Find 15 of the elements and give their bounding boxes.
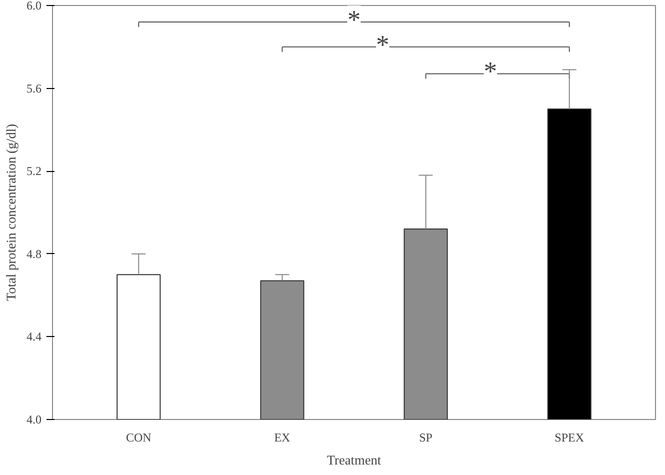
y-tick-label: 4.4 <box>26 330 42 344</box>
annotation: * <box>484 56 498 86</box>
x-tick-label: CON <box>126 430 152 444</box>
x-tick-label: EX <box>274 430 291 444</box>
y-tick-label: 4.0 <box>26 412 42 426</box>
annotation: * <box>376 29 390 60</box>
y-tick-label: 4.8 <box>26 246 42 261</box>
y-axis-title: Total protein concentration (g/dl) <box>4 124 18 302</box>
y-tick-label: 6.0 <box>26 0 42 12</box>
annotation: * <box>347 4 361 34</box>
x-tick-label: SP <box>419 430 433 444</box>
y-tick-label: 5.6 <box>26 81 42 96</box>
y-tick-label: 5.2 <box>26 164 42 178</box>
x-tick-label: SPEX <box>554 430 584 444</box>
x-axis-title: Treatment <box>326 452 382 468</box>
